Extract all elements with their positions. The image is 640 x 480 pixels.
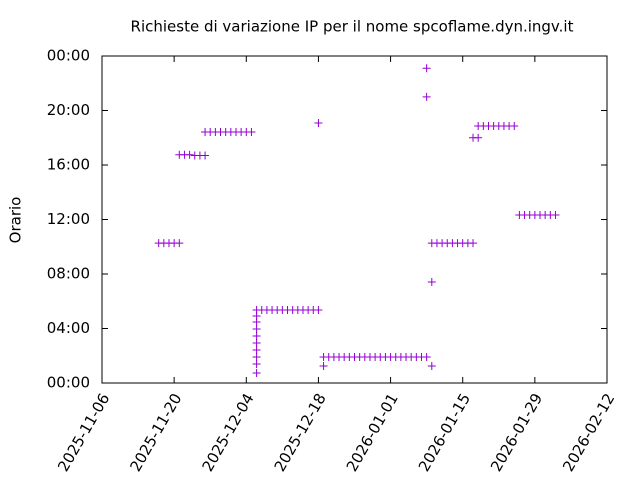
chart-title: Richieste di variazione IP per il nome s… [131, 18, 574, 36]
point [252, 331, 261, 340]
point [252, 317, 261, 326]
point [252, 325, 261, 334]
point [201, 151, 210, 160]
point [252, 360, 261, 369]
x-tick-label: 2026-01-01 [343, 390, 402, 475]
point [185, 150, 194, 159]
point [510, 122, 519, 131]
point [422, 64, 431, 73]
point [427, 361, 436, 370]
x-tick-label: 2025-12-18 [271, 390, 330, 475]
x-tick-label: 2026-02-12 [559, 390, 618, 475]
point [252, 346, 261, 355]
point [175, 239, 184, 248]
point [319, 361, 328, 370]
point [314, 305, 323, 314]
y-tick-label: 04:00 [47, 319, 90, 337]
y-tick-label: 00:00 [47, 47, 90, 65]
point [252, 352, 261, 361]
point [551, 211, 560, 220]
x-tick-label: 2026-01-15 [415, 390, 474, 475]
y-tick-label: 00:00 [47, 374, 90, 392]
plot-frame [101, 55, 608, 384]
x-tick-label: 2025-11-06 [54, 390, 113, 475]
y-tick-label: 12:00 [47, 210, 90, 228]
point [247, 128, 256, 137]
y-axis-label: Orario [7, 197, 25, 244]
point [252, 338, 261, 347]
x-tick-label: 2025-12-04 [198, 390, 257, 475]
point [422, 92, 431, 101]
point [422, 352, 431, 361]
x-tick-label: 2026-01-29 [487, 390, 546, 475]
point [474, 133, 483, 142]
y-tick-label: 20:00 [47, 101, 90, 119]
point [314, 119, 323, 128]
y-tick-label: 16:00 [47, 156, 90, 174]
point [427, 278, 436, 287]
point [252, 369, 261, 378]
point [469, 239, 478, 248]
x-tick-label: 2025-11-20 [126, 390, 185, 475]
y-tick-label: 08:00 [47, 265, 90, 283]
